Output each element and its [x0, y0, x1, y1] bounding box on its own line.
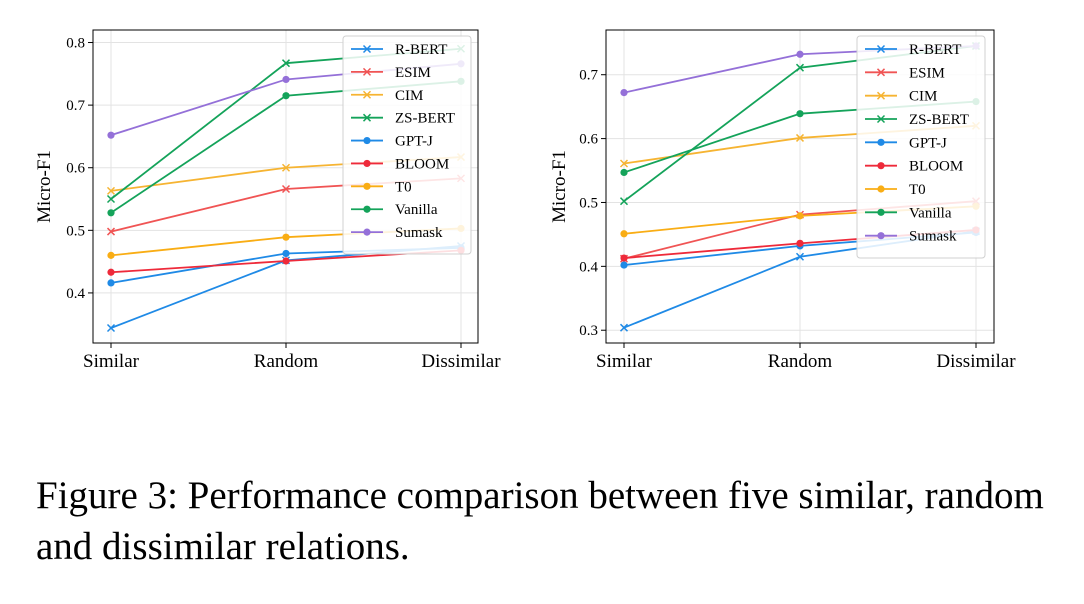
x-tick-label: Dissimilar: [421, 351, 501, 372]
data-point: [619, 323, 629, 332]
legend-marker: [877, 162, 885, 170]
data-point: [107, 268, 115, 276]
legend-marker: [877, 138, 885, 146]
legend-label: ZS-BERT: [909, 112, 969, 128]
data-point: [107, 279, 115, 287]
data-point: [620, 261, 628, 269]
data-point: [796, 50, 804, 58]
y-tick-label: 0.6: [66, 161, 85, 177]
legend-label: Vanilla: [395, 202, 438, 218]
legend-label: Sumask: [395, 225, 443, 241]
data-point: [282, 249, 290, 258]
legend-marker: [876, 44, 886, 54]
data-point: [106, 194, 116, 204]
legend-marker: [363, 159, 371, 168]
data-point: [282, 75, 290, 84]
legend-label: CIM: [909, 89, 937, 105]
y-axis-label: Micro-F1: [549, 150, 570, 223]
data-point: [281, 184, 291, 194]
legend-marker: [362, 90, 372, 99]
data-point: [281, 59, 291, 68]
legend-marker: [363, 205, 371, 213]
legend-label: Vanilla: [909, 205, 952, 221]
x-tick-label: Similar: [596, 351, 653, 372]
data-point: [282, 257, 290, 265]
y-tick-label: 0.7: [579, 68, 598, 84]
data-point: [282, 233, 290, 241]
x-tick-label: Random: [768, 351, 833, 372]
legend-marker: [362, 44, 372, 54]
legend-marker: [363, 136, 371, 145]
data-point: [106, 227, 116, 236]
y-tick-label: 0.5: [66, 223, 85, 239]
legend: R-BERT ESIM CIM ZS-BERT GPT-J BLOOM T0 Vanilla S…: [342, 35, 472, 255]
data-point: [796, 212, 804, 220]
legend-marker: [363, 182, 371, 190]
legend-label: R-BERT: [909, 42, 961, 58]
data-point: [620, 89, 628, 97]
legend-label: ESIM: [909, 65, 945, 81]
legend-label: ESIM: [395, 65, 431, 81]
legend-marker: [362, 67, 372, 76]
y-tick-label: 0.7: [66, 98, 85, 114]
data-point: [107, 131, 115, 139]
legend-marker: [876, 114, 886, 124]
legend-label: GPT-J: [909, 135, 947, 151]
y-tick-label: 0.3: [579, 323, 598, 339]
data-point: [795, 252, 805, 261]
data-point: [795, 63, 805, 72]
data-point: [282, 92, 290, 100]
legend-label: BLOOM: [909, 159, 963, 175]
legend-box: [342, 35, 472, 255]
y-tick-label: 0.4: [579, 259, 598, 275]
legend-label: GPT-J: [395, 134, 433, 150]
x-tick-label: Random: [254, 351, 319, 372]
figure-caption: Figure 3: Performance comparison between…: [36, 474, 1044, 568]
legend-label: BLOOM: [395, 156, 449, 172]
y-tick-label: 0.5: [579, 195, 598, 211]
legend-label: CIM: [395, 88, 423, 104]
legend-label: T0: [909, 182, 926, 198]
legend-marker: [362, 113, 372, 122]
y-axis-label: Micro-F1: [34, 150, 55, 223]
data-point: [106, 323, 116, 333]
legend-label: R-BERT: [395, 42, 447, 58]
data-point: [281, 163, 291, 172]
legend-label: ZS-BERT: [395, 111, 455, 127]
legend-marker: [876, 91, 886, 100]
data-point: [107, 251, 115, 259]
legend-marker: [877, 208, 885, 216]
legend-label: Sumask: [909, 229, 957, 245]
data-point: [796, 110, 804, 118]
legend-box: [856, 35, 986, 259]
chart-right: 0.3 0.4 0.5 0.6 0.7 Similar Random Dissimilar Mi…: [549, 29, 1016, 372]
data-point: [620, 254, 628, 262]
data-point: [795, 133, 805, 142]
data-point: [107, 209, 115, 217]
data-point: [620, 168, 628, 177]
legend-marker: [877, 185, 885, 193]
legend-marker: [877, 232, 885, 240]
legend-marker: [876, 68, 886, 77]
chart-left: 0.4 0.5 0.6 0.7 0.8 Similar Random Dissimilar Mi…: [34, 29, 501, 372]
data-point: [796, 239, 804, 247]
data-point: [106, 186, 116, 195]
y-tick-label: 0.8: [66, 36, 85, 52]
legend: R-BERT ESIM CIM ZS-BERT GPT-J BLOOM T0 Vanilla S…: [856, 35, 986, 259]
data-point: [619, 197, 629, 206]
x-tick-label: Similar: [83, 351, 140, 372]
data-point: [619, 159, 629, 168]
x-tick-label: Dissimilar: [936, 351, 1016, 372]
legend-label: T0: [395, 179, 412, 195]
y-tick-label: 0.6: [579, 132, 598, 148]
legend-marker: [363, 228, 371, 236]
y-tick-label: 0.4: [66, 286, 85, 302]
data-point: [620, 230, 628, 238]
